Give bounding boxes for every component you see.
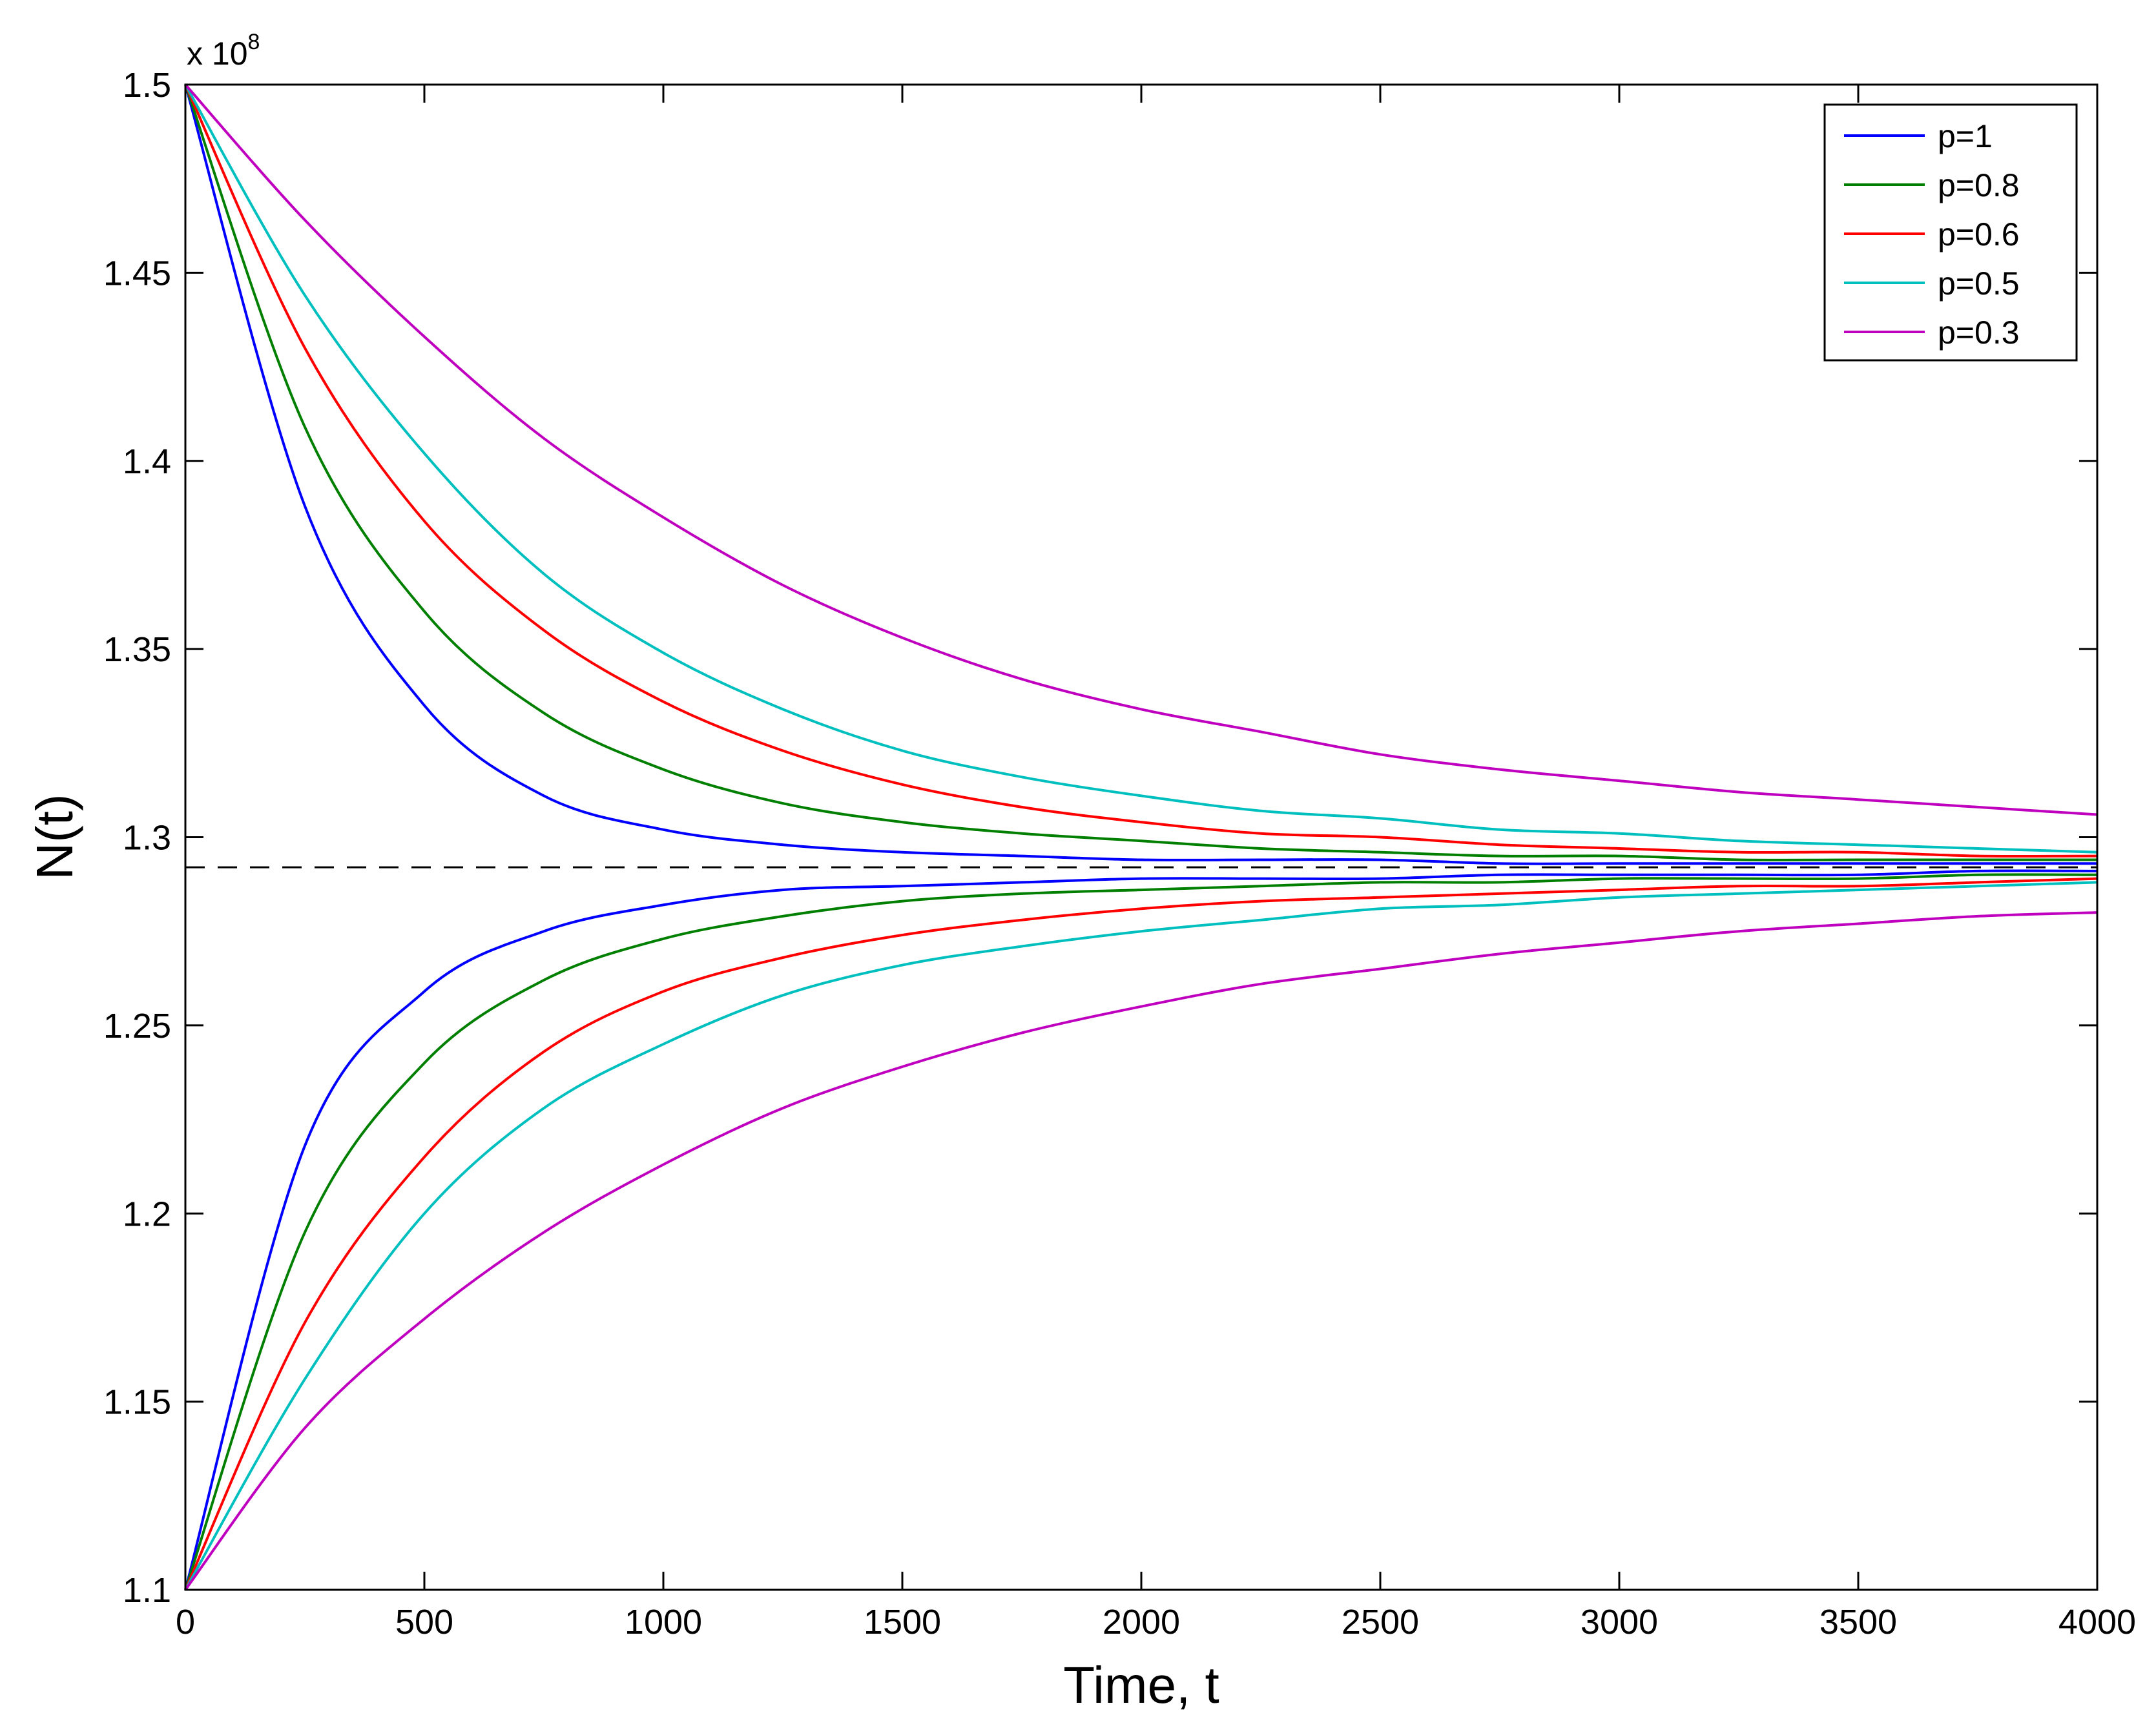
- series-line-5: [184, 877, 2098, 1590]
- plot-frame: [184, 83, 2099, 1591]
- series-line-4: [184, 84, 2098, 858]
- y-multiplier: x 108: [187, 30, 260, 72]
- x-axis-label: Time, t: [1063, 1656, 1219, 1714]
- legend-entries: p=1 p=0.8 p=0.6 p=0.5 p=0.3: [1844, 118, 2020, 351]
- series-line-7: [184, 881, 2098, 1590]
- legend-label: p=0.5: [1938, 265, 2020, 302]
- y-tick-label: 1.35: [103, 630, 171, 669]
- plot-area: [185, 85, 2097, 1590]
- series-line-1: [184, 869, 2098, 1590]
- y-multiplier-exponent: 8: [248, 30, 260, 54]
- x-tick-label: 2500: [1342, 1603, 1419, 1641]
- series-line-6: [184, 84, 2098, 854]
- y-tick-label: 1.15: [103, 1383, 171, 1422]
- legend-label: p=0.6: [1938, 216, 2020, 252]
- y-tick-label: 1.2: [123, 1195, 171, 1233]
- series-line-2: [184, 84, 2097, 861]
- x-tick-label: 4000: [2058, 1603, 2136, 1641]
- series-line-3: [184, 873, 2098, 1590]
- series-line-0: [184, 84, 2097, 865]
- x-tick-label: 1500: [864, 1603, 941, 1641]
- legend-label: p=0.8: [1938, 167, 2020, 203]
- tick-group: 0 500 1000 1500 2000 2500 3000 3500 4000 1.1 1.15 1…: [103, 66, 2136, 1641]
- y-tick-label: 1.3: [123, 819, 171, 858]
- series-line-8: [184, 83, 2098, 816]
- x-tick-label: 500: [395, 1603, 453, 1641]
- y-multiplier-base: x 10: [187, 36, 248, 72]
- y-tick-label: 1.4: [123, 442, 171, 481]
- x-tick-label: 3000: [1581, 1603, 1658, 1641]
- legend-label: p=0.3: [1938, 314, 2020, 351]
- x-tick-label: 2000: [1103, 1603, 1180, 1641]
- y-tick-label: 1.1: [123, 1571, 171, 1610]
- x-tick-label: 0: [176, 1603, 195, 1641]
- legend: p=1 p=0.8 p=0.6 p=0.5 p=0.3: [1823, 103, 2078, 362]
- y-tick-label: 1.45: [103, 254, 171, 293]
- x-tick-label: 3500: [1819, 1603, 1897, 1641]
- series-line-9: [184, 911, 2098, 1591]
- y-tick-label: 1.25: [103, 1007, 171, 1045]
- y-tick-label: 1.5: [123, 66, 171, 105]
- x-tick-label: 1000: [625, 1603, 702, 1641]
- y-axis-label: N(t): [26, 794, 83, 879]
- legend-label: p=1: [1938, 118, 1993, 154]
- series-group: [184, 83, 2098, 1591]
